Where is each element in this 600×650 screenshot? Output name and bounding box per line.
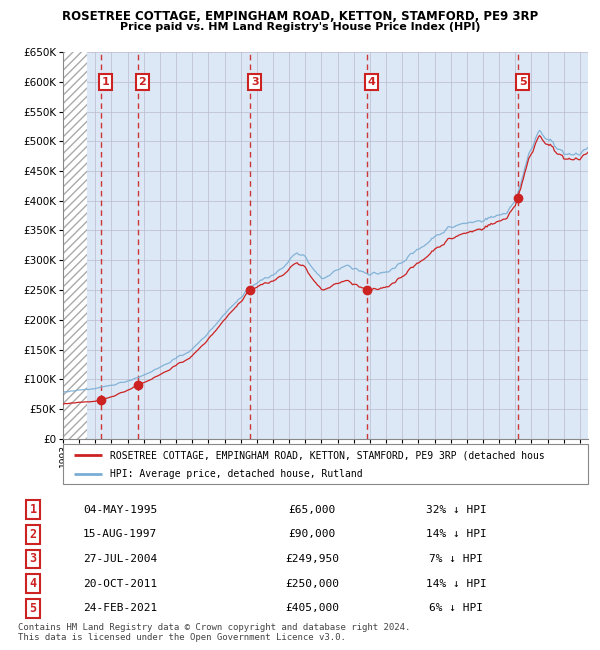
Text: 1: 1 — [102, 77, 110, 86]
Text: £90,000: £90,000 — [289, 529, 335, 539]
Text: 2: 2 — [29, 528, 37, 541]
Text: 04-MAY-1995: 04-MAY-1995 — [83, 504, 157, 515]
Text: Price paid vs. HM Land Registry's House Price Index (HPI): Price paid vs. HM Land Registry's House … — [120, 22, 480, 32]
Text: 5: 5 — [29, 602, 37, 615]
Text: 27-JUL-2004: 27-JUL-2004 — [83, 554, 157, 564]
Text: £249,950: £249,950 — [285, 554, 339, 564]
Text: 3: 3 — [251, 77, 259, 86]
Text: 32% ↓ HPI: 32% ↓ HPI — [425, 504, 487, 515]
Text: 4: 4 — [29, 577, 37, 590]
Text: 3: 3 — [29, 552, 37, 566]
FancyBboxPatch shape — [63, 444, 588, 484]
Text: ROSETREE COTTAGE, EMPINGHAM ROAD, KETTON, STAMFORD, PE9 3RP: ROSETREE COTTAGE, EMPINGHAM ROAD, KETTON… — [62, 10, 538, 23]
Text: HPI: Average price, detached house, Rutland: HPI: Average price, detached house, Rutl… — [110, 469, 363, 479]
Bar — [63, 52, 87, 439]
Text: 24-FEB-2021: 24-FEB-2021 — [83, 603, 157, 614]
Text: 1: 1 — [29, 503, 37, 516]
Text: ROSETREE COTTAGE, EMPINGHAM ROAD, KETTON, STAMFORD, PE9 3RP (detached hous: ROSETREE COTTAGE, EMPINGHAM ROAD, KETTON… — [110, 450, 545, 460]
Text: 4: 4 — [368, 77, 376, 86]
Text: 14% ↓ HPI: 14% ↓ HPI — [425, 529, 487, 539]
Text: 20-OCT-2011: 20-OCT-2011 — [83, 578, 157, 589]
Text: 2: 2 — [139, 77, 146, 86]
Text: £65,000: £65,000 — [289, 504, 335, 515]
Text: Contains HM Land Registry data © Crown copyright and database right 2024.
This d: Contains HM Land Registry data © Crown c… — [18, 623, 410, 642]
Text: 6% ↓ HPI: 6% ↓ HPI — [429, 603, 483, 614]
Text: 14% ↓ HPI: 14% ↓ HPI — [425, 578, 487, 589]
Text: £250,000: £250,000 — [285, 578, 339, 589]
Text: 7% ↓ HPI: 7% ↓ HPI — [429, 554, 483, 564]
Text: £405,000: £405,000 — [285, 603, 339, 614]
Text: 15-AUG-1997: 15-AUG-1997 — [83, 529, 157, 539]
Text: 5: 5 — [519, 77, 526, 86]
